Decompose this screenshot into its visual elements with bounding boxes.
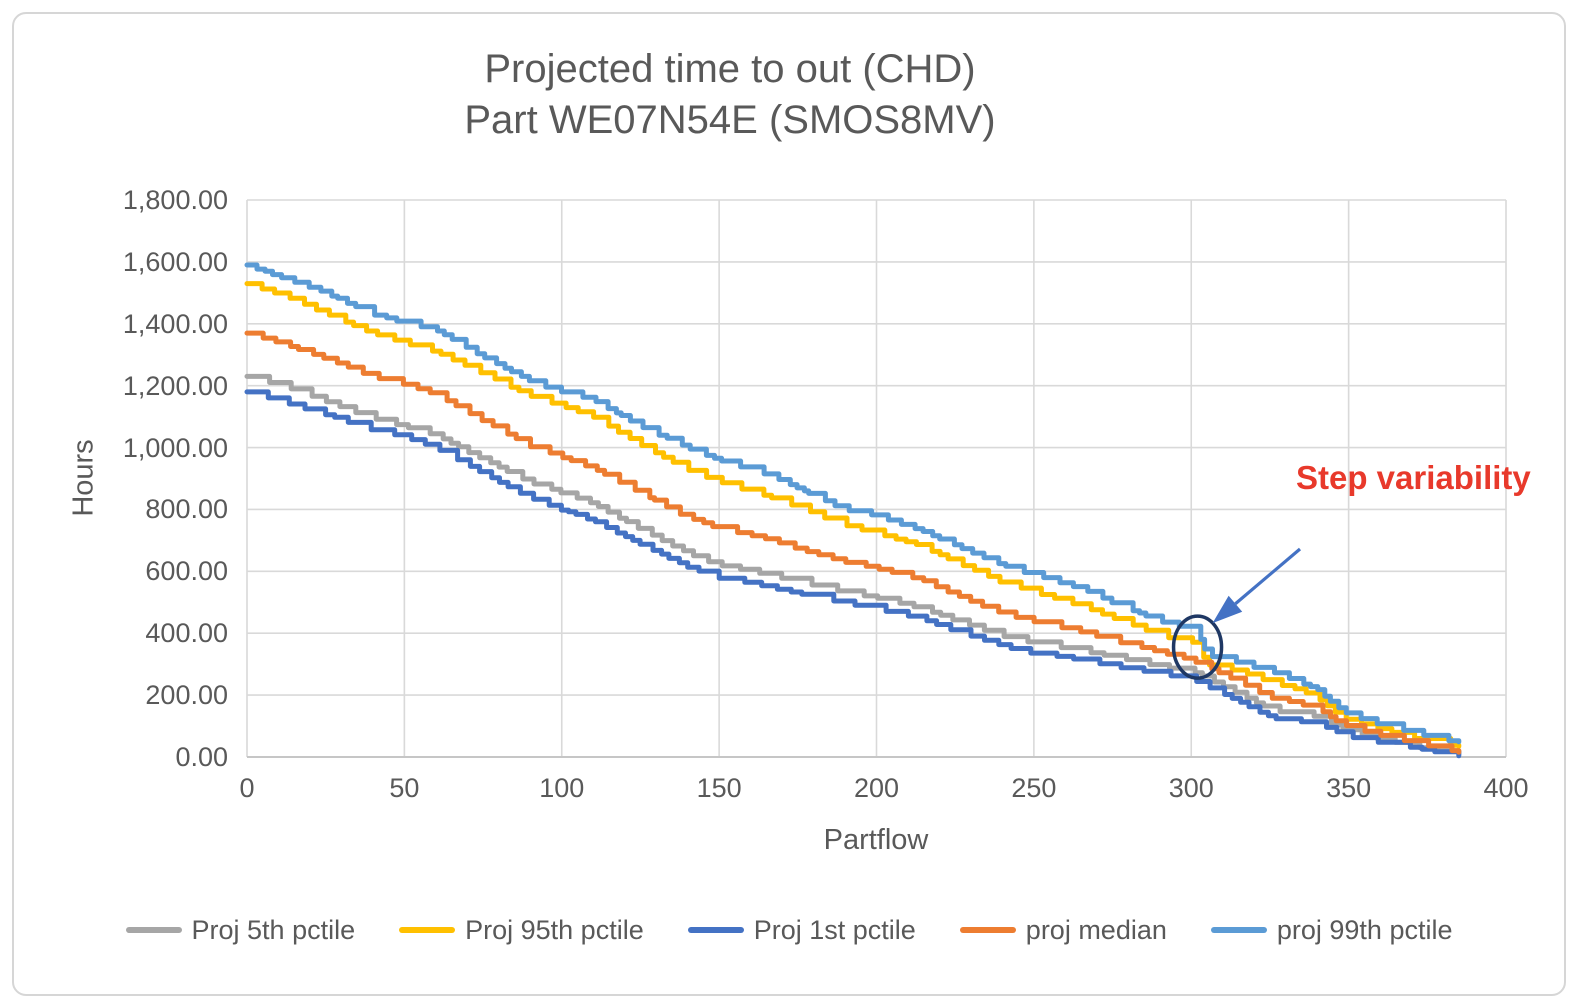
x-tick-label: 200 <box>853 773 900 803</box>
legend-label: Proj 95th pctile <box>465 914 644 945</box>
legend-item-proj-99th-pctile: proj 99th pctile <box>1210 914 1453 946</box>
legend-item-proj-95th-pctile: Proj 95th pctile <box>399 915 644 946</box>
step-variability-annotation: Step variability <box>1296 459 1531 496</box>
y-tick-label: 1,800.00 <box>122 185 228 215</box>
series-line-proj-99th-pctile <box>244 262 1462 745</box>
x-tick-label: 150 <box>696 773 742 803</box>
y-tick-label: 1,600.00 <box>122 246 228 277</box>
x-axis-title: Partflow <box>823 824 929 856</box>
legend-line-swatch <box>959 927 1016 933</box>
x-tick-label: 50 <box>389 773 420 803</box>
legend-label: Proj 1st pctile <box>753 914 916 945</box>
y-tick-label: 1,200.00 <box>122 370 228 401</box>
y-tick-label: 200.00 <box>145 680 228 711</box>
chart-title-line1: Projected time to out (CHD) <box>484 47 976 91</box>
legend-item-proj-median: proj median <box>959 914 1167 946</box>
legend-label: Proj 5th pctile <box>191 914 356 945</box>
legend-label: proj 99th pctile <box>1276 914 1453 945</box>
x-tick-label: 100 <box>539 773 585 803</box>
step-highlight-ellipse <box>1171 614 1224 680</box>
legend-item-proj-5th-pctile: Proj 5th pctile <box>125 914 356 946</box>
annotation-arrow-line <box>1234 547 1302 605</box>
chart-title: Projected time to out (CHD) Part WE07N54… <box>0 44 1460 146</box>
chart-frame <box>12 12 1566 996</box>
x-tick-label: 300 <box>1168 773 1214 803</box>
y-tick-label: 800.00 <box>145 494 228 525</box>
series-line-proj-median <box>244 330 1462 755</box>
annotation-arrow-head <box>1212 595 1243 624</box>
legend-line-swatch <box>687 927 744 933</box>
legend-item-proj-1st-pctile: Proj 1st pctile <box>687 914 916 946</box>
series-line-proj-1st-pctile <box>244 389 1462 759</box>
x-tick-label: 400 <box>1483 773 1529 803</box>
y-tick-label: 1,000.00 <box>122 432 228 463</box>
x-tick-label: 250 <box>1011 773 1057 803</box>
legend-line-swatch <box>125 927 182 933</box>
legend: Proj 5th pctile Proj 95th pctile Proj 1st … <box>0 908 1578 952</box>
series-line-proj-95th-pctile <box>244 281 1462 749</box>
y-tick-label: 1,400.00 <box>122 308 228 339</box>
y-tick-label: 600.00 <box>145 556 228 587</box>
x-tick-label: 350 <box>1326 773 1372 803</box>
series-line-proj-5th-pctile <box>244 373 1462 757</box>
legend-line-swatch <box>1210 927 1267 933</box>
chart-title-line2: Part WE07N54E (SMOS8MV) <box>464 98 996 142</box>
y-tick-label: 400.00 <box>145 618 228 649</box>
x-tick-label: 0 <box>239 773 255 803</box>
legend-line-swatch <box>399 927 456 933</box>
legend-label: proj median <box>1025 914 1167 945</box>
y-tick-label: 0.00 <box>175 742 228 772</box>
